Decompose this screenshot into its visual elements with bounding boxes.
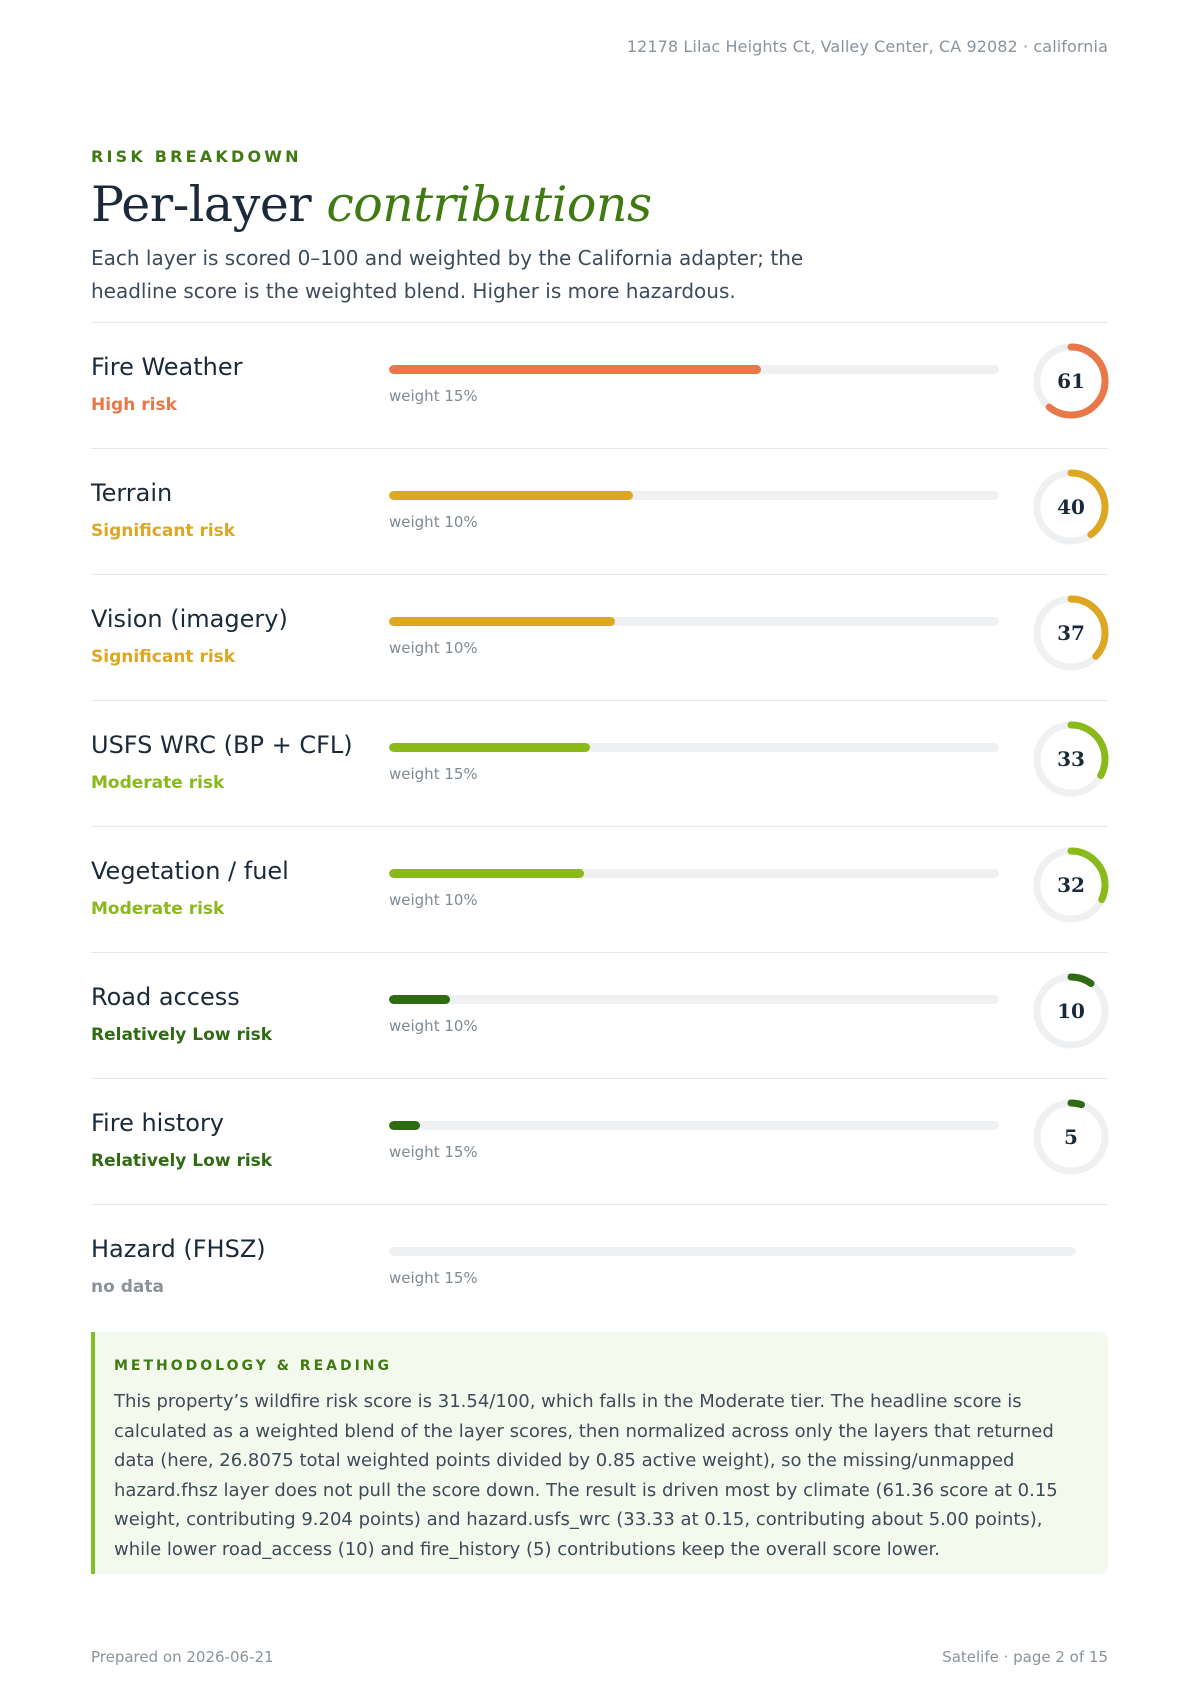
score-donut: 40	[1032, 468, 1110, 546]
page-number: Satelife · page 2 of 15	[942, 1648, 1108, 1666]
layer-tier: Moderate risk	[91, 773, 225, 793]
score-bar-track	[389, 743, 999, 752]
score-bar-fill	[389, 869, 585, 878]
section-eyebrow: RISK BREAKDOWN	[91, 147, 302, 166]
score-bar-fill	[389, 1121, 420, 1130]
score-bar-track	[389, 617, 999, 626]
score-bar-fill	[389, 617, 615, 626]
score-bar-fill	[389, 743, 591, 752]
score-bar-fill	[389, 491, 633, 500]
methodology-text: This property’s wildfire risk score is 3…	[114, 1391, 1058, 1560]
title-plain: Per-layer	[91, 176, 327, 233]
layer-row: Fire history Relatively Low risk weight 15…	[91, 1078, 1110, 1204]
donut-arc	[1033, 343, 1109, 419]
donut-graphic	[1033, 721, 1109, 797]
donut-graphic	[1033, 595, 1109, 671]
score-bar-fill	[389, 365, 762, 374]
layer-weight: weight 10%	[389, 1017, 478, 1035]
page-title: Per-layer contributions	[91, 176, 652, 233]
layer-list: Fire Weather High risk weight 15% 61 Terrain…	[91, 322, 1110, 1332]
score-value: 33	[1057, 747, 1085, 771]
layer-tier: Moderate risk	[91, 899, 225, 919]
layer-weight: weight 10%	[389, 513, 478, 531]
layer-name: Vegetation / fuel	[91, 857, 289, 885]
score-value: 37	[1057, 621, 1085, 645]
score-donut: 32	[1032, 846, 1110, 924]
layer-weight: weight 15%	[389, 1143, 478, 1161]
layer-name: Terrain	[91, 479, 173, 507]
layer-weight: weight 10%	[389, 639, 478, 657]
methodology-card: METHODOLOGY & READING This property’s wi…	[91, 1332, 1108, 1574]
layer-tier: Significant risk	[91, 521, 236, 541]
layer-row: Road access Relatively Low risk weight 10%…	[91, 952, 1110, 1078]
layer-name: Hazard (FHSZ)	[91, 1235, 266, 1263]
score-value: 5	[1064, 1125, 1078, 1149]
property-address: 12178 Lilac Heights Ct, Valley Center, C…	[626, 37, 1108, 56]
donut-arc	[1033, 847, 1109, 923]
layer-name: Fire Weather	[91, 353, 243, 381]
donut-graphic	[1033, 343, 1109, 419]
layer-name: Vision (imagery)	[91, 605, 288, 633]
score-bar-track	[389, 1121, 999, 1130]
donut-arc	[1033, 469, 1109, 545]
score-donut: 5	[1032, 1098, 1110, 1176]
score-bar-fill	[389, 995, 450, 1004]
layer-tier: Relatively Low risk	[91, 1151, 273, 1171]
layer-name: Fire history	[91, 1109, 225, 1137]
section-intro: Each layer is scored 0–100 and weighted …	[91, 246, 804, 303]
layer-row: USFS WRC (BP + CFL) Moderate risk weight 1…	[91, 700, 1110, 826]
score-bar-track	[389, 995, 999, 1004]
layer-tier: Relatively Low risk	[91, 1025, 273, 1045]
donut-arc	[1033, 721, 1109, 797]
donut-arc	[1033, 973, 1109, 1049]
score-bar-track	[389, 491, 999, 500]
title-accent: contributions	[326, 176, 652, 233]
score-value: 32	[1057, 873, 1085, 897]
layer-row: Fire Weather High risk weight 15% 61	[91, 322, 1110, 448]
donut-graphic	[1033, 973, 1109, 1049]
score-value: 61	[1057, 369, 1085, 393]
score-bar-track	[389, 1247, 1076, 1256]
score-donut: 10	[1032, 972, 1110, 1050]
prepared-date: Prepared on 2026-06-21	[91, 1648, 274, 1666]
donut-graphic	[1033, 1099, 1109, 1175]
donut-graphic	[1033, 847, 1109, 923]
score-bar-track	[389, 869, 999, 878]
layer-tier: no data	[91, 1277, 164, 1297]
score-donut: 33	[1032, 720, 1110, 798]
layer-tier: Significant risk	[91, 647, 236, 667]
layer-row: Vegetation / fuel Moderate risk weight 10%…	[91, 826, 1110, 952]
layer-weight: weight 10%	[389, 891, 478, 909]
methodology-label: METHODOLOGY & READING	[114, 1358, 393, 1374]
donut-graphic	[1033, 469, 1109, 545]
layer-row: Terrain Significant risk weight 10% 40	[91, 448, 1110, 574]
layer-tier: High risk	[91, 395, 177, 415]
layer-name: USFS WRC (BP + CFL)	[91, 731, 353, 759]
layer-weight: weight 15%	[389, 1269, 478, 1287]
score-value: 10	[1057, 999, 1085, 1023]
layer-row: Vision (imagery) Significant risk weight 1…	[91, 574, 1110, 700]
layer-row: Hazard (FHSZ) no data weight 15%	[91, 1204, 1108, 1332]
score-donut: 61	[1032, 342, 1110, 420]
layer-weight: weight 15%	[389, 387, 478, 405]
layer-weight: weight 15%	[389, 765, 478, 783]
score-donut: 37	[1032, 594, 1110, 672]
score-bar-track	[389, 365, 999, 374]
layer-name: Road access	[91, 983, 240, 1011]
score-value: 40	[1057, 495, 1085, 519]
donut-arc	[1033, 1099, 1109, 1175]
donut-arc	[1033, 595, 1109, 671]
